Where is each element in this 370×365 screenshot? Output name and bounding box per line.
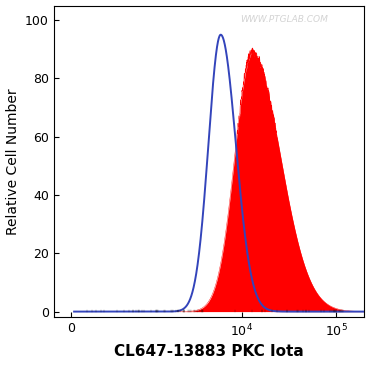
Text: WWW.PTGLAB.COM: WWW.PTGLAB.COM (240, 15, 328, 24)
Y-axis label: Relative Cell Number: Relative Cell Number (6, 88, 20, 235)
X-axis label: CL647-13883 PKC Iota: CL647-13883 PKC Iota (114, 345, 304, 360)
